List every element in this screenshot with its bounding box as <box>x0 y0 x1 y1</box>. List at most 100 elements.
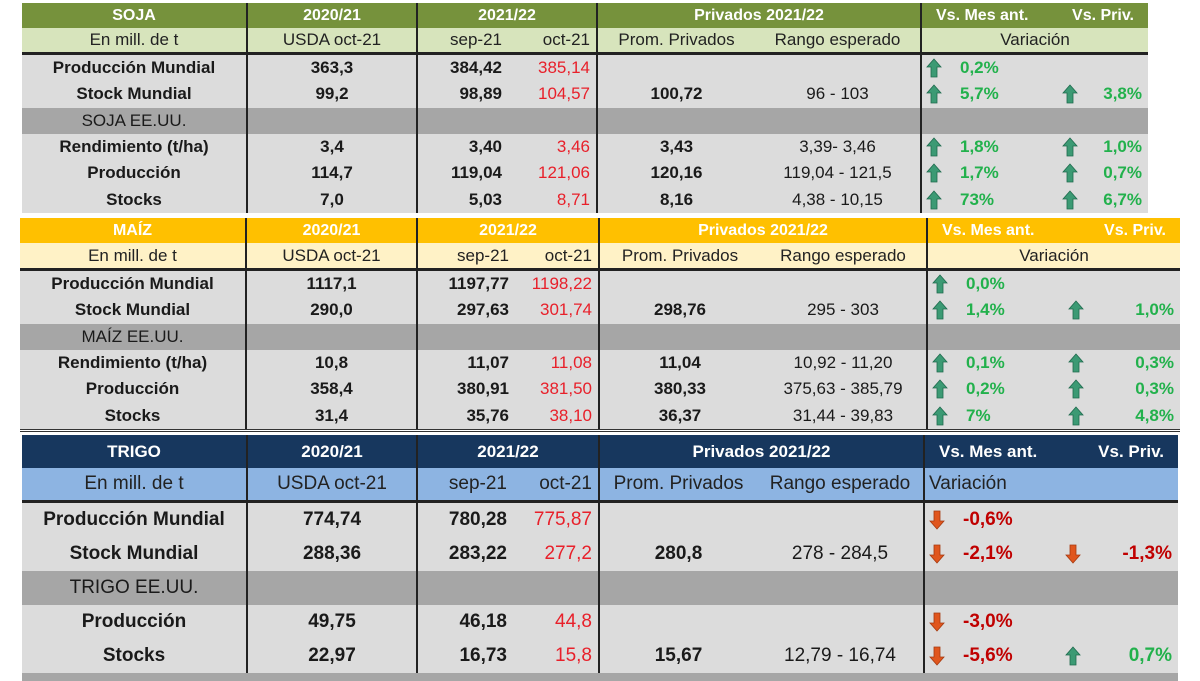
prom-privados-value: 120,16 <box>598 160 755 187</box>
arrow-up-icon <box>926 134 942 160</box>
variation-vs-priv: 0,7% <box>1128 645 1172 666</box>
oct-label: oct-21 <box>508 28 598 52</box>
sep-label: sep-21 <box>457 245 509 265</box>
rango-value: 375,63 - 385,79 <box>760 376 928 403</box>
commodity-title: TRIGO <box>22 435 248 468</box>
header-2020-21: 2020/21 <box>248 435 418 468</box>
oct-value: 11,08 <box>515 349 600 377</box>
header-vs-priv: Vs. Priv. <box>1098 441 1164 461</box>
usda-oct-label: USDA oct-21 <box>248 28 418 52</box>
sep-value: 1197,77 <box>418 271 515 298</box>
prom-privados-value <box>600 605 757 639</box>
usda-value: 49,75 <box>248 605 418 639</box>
section-label: MAÍZ EE.UU. <box>20 323 247 350</box>
sep-value: 3,40 <box>418 133 508 161</box>
maiz-table-row: Producción Mundial 1117,1 1197,77 1198,22 0,… <box>20 271 1180 298</box>
row-label: Producción Mundial <box>22 503 248 537</box>
oct-value: 104,57 <box>508 81 598 108</box>
header-privados: Privados 2021/22 <box>598 3 922 28</box>
oct-value: 1198,22 <box>515 271 600 298</box>
maiz-header-variation: Vs. Mes ant. Vs. Priv. <box>928 218 1180 243</box>
oct-label: oct-21 <box>515 243 600 268</box>
soja-table: SOJA 2020/21 2021/22 Privados 2021/22 Vs. Me… <box>22 3 1148 213</box>
sep-value: 380,91 <box>418 376 515 403</box>
maiz-table-row: Stocks 31,4 35,76 38,10 36,37 31,44 - 39,83 7%… <box>20 402 1180 429</box>
rango-value: 119,04 - 121,5 <box>755 160 922 187</box>
section-filler <box>600 323 928 350</box>
row-label: Producción <box>22 605 248 639</box>
sep-value: 283,22 <box>418 537 513 571</box>
trigo-header-variation: Vs. Mes ant. Vs. Priv. <box>925 435 1178 468</box>
sep-value: 5,03 <box>418 186 508 213</box>
variation-vs-priv: 3,8% <box>1103 84 1142 104</box>
usda-value: 290,0 <box>247 297 418 324</box>
section-filler <box>248 107 418 134</box>
arrow-up-icon <box>1068 350 1084 376</box>
usda-oct-label: USDA oct-21 <box>248 468 418 500</box>
rango-value <box>755 55 922 82</box>
arrow-up-icon <box>926 55 942 81</box>
rango-value <box>760 271 928 298</box>
section-filler <box>598 107 922 134</box>
section-filler <box>600 571 925 605</box>
variation-vs-priv: -1,3% <box>1122 543 1172 564</box>
variation-cell: 0,0% <box>928 271 1180 298</box>
variation-cell: 7% 4,8% <box>928 402 1180 429</box>
soja-table-row: Producción Mundial 363,3 384,42 385,14 0,2% <box>22 55 1148 82</box>
usda-value: 358,4 <box>247 376 418 403</box>
soja-section-row: SOJA EE.UU. <box>22 107 1148 134</box>
oct-value: 301,74 <box>515 297 600 324</box>
trigo-subheader-row: En mill. de t USDA oct-21 sep-21 oct-21 Prom… <box>22 468 1178 503</box>
header-2021-22: 2021/22 <box>418 435 600 468</box>
rango-value: 10,92 - 11,20 <box>760 349 928 377</box>
trigo-table-row: Producción Mundial 774,74 780,28 775,87 -0,6… <box>22 503 1178 537</box>
rango-esperado-label: Rango esperado <box>755 28 922 52</box>
prom-privados-value: 11,04 <box>600 349 760 377</box>
row-label: Rendimiento (t/ha) <box>22 133 248 161</box>
trigo-variacion-label: Variación <box>929 473 1007 494</box>
sep-value: 98,89 <box>418 81 508 108</box>
maiz-section-row: MAÍZ EE.UU. <box>20 323 1180 350</box>
prom-privados-value: 3,43 <box>598 133 755 161</box>
variation-cell: 1,8% 1,0% <box>922 133 1148 161</box>
variation-vs-mes: 1,7% <box>960 163 999 183</box>
oct-value: 38,10 <box>515 402 600 429</box>
header-vs-mes-ant: Vs. Mes ant. <box>942 221 1035 239</box>
variation-vs-priv: 0,3% <box>1135 379 1174 399</box>
sep-value: 35,76 <box>418 402 515 429</box>
oct-label: oct-21 <box>513 468 600 500</box>
variation-vs-mes: -3,0% <box>963 611 1013 632</box>
sep-label: sep-21 <box>450 30 502 49</box>
variation-cell: -5,6% 0,7% <box>925 639 1178 673</box>
maiz-table-row: Producción 358,4 380,91 381,50 380,33 375,63 … <box>20 376 1180 403</box>
variation-vs-mes: 0,0% <box>966 274 1005 294</box>
section-filler <box>418 107 598 134</box>
arrow-up-icon <box>1068 297 1084 323</box>
variation-vs-mes: 73% <box>960 189 995 209</box>
variation-cell: -0,6% <box>925 503 1178 537</box>
arrow-up-icon <box>1068 376 1084 402</box>
row-label: Stocks <box>22 639 248 673</box>
trigo-footer-row <box>22 673 1178 681</box>
sep-value: 297,63 <box>418 297 515 324</box>
row-label: Stocks <box>20 402 247 429</box>
arrow-up-icon <box>1065 639 1081 673</box>
rango-value <box>757 503 925 537</box>
variation-vs-priv: 0,3% <box>1135 353 1174 373</box>
usda-oct-label: USDA oct-21 <box>247 243 418 268</box>
header-2021-22: 2021/22 <box>418 218 600 243</box>
variation-vs-priv: 0,7% <box>1103 163 1142 183</box>
oct-value: 381,50 <box>515 376 600 403</box>
prom-privados-value <box>600 503 757 537</box>
section-filler <box>418 323 600 350</box>
soja-header-variation: Vs. Mes ant. Vs. Priv. <box>922 3 1148 28</box>
variation-vs-mes: 0,2% <box>966 379 1005 399</box>
usda-value: 288,36 <box>248 537 418 571</box>
rango-value: 96 - 103 <box>755 81 922 108</box>
maiz-table: MAÍZ 2020/21 2021/22 Privados 2021/22 Vs. Me… <box>20 218 1180 435</box>
row-label: Stocks <box>22 186 248 213</box>
unit-label: En mill. de t <box>22 28 248 52</box>
usda-value: 7,0 <box>248 186 418 213</box>
arrow-up-icon <box>1068 402 1084 428</box>
maiz-subheader-row: En mill. de t USDA oct-21 sep-21 oct-21 Prom… <box>20 243 1180 271</box>
